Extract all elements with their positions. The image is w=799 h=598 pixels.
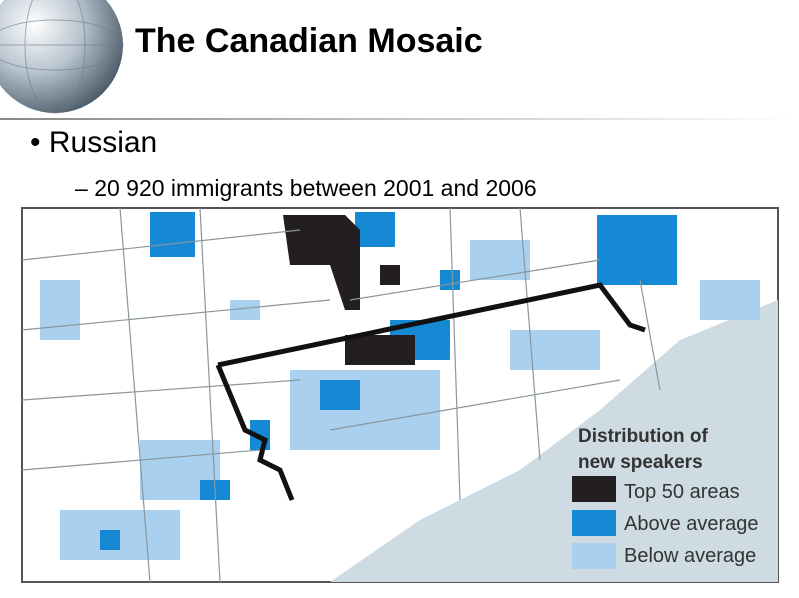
sub-bullet-text: 20 920 immigrants between 2001 and 2006 — [94, 175, 537, 201]
bullet-text: Russian — [48, 126, 158, 159]
legend-title: Distribution of new speakers — [578, 424, 708, 476]
legend-label: Below average — [624, 545, 757, 567]
map — [21, 207, 779, 583]
legend-swatch — [572, 510, 616, 536]
legend-swatch — [572, 543, 616, 569]
bullet: • Russian — [30, 126, 158, 159]
legend-label: Top 50 areas — [624, 481, 740, 503]
sub-bullet: – 20 920 immigrants between 2001 and 200… — [75, 175, 537, 201]
legend-title-line: Distribution of — [578, 426, 708, 447]
slide-title: The Canadian Mosaic — [135, 22, 483, 60]
globe-grid — [0, 0, 124, 114]
legend-swatch — [572, 476, 616, 502]
legend-label: Above average — [624, 513, 759, 535]
title-rule — [0, 118, 799, 120]
globe — [0, 0, 123, 113]
legend-title-line: new speakers — [578, 452, 703, 473]
